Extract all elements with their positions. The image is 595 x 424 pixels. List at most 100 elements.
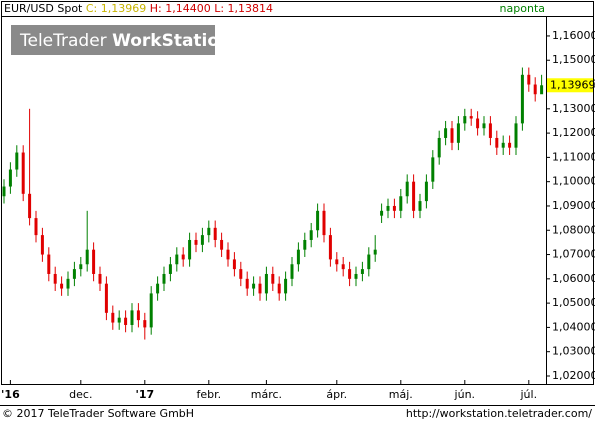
- candle-body: [220, 239, 224, 250]
- candle-body: [264, 273, 268, 294]
- x-tick-label: júl.: [520, 388, 538, 401]
- candle-body: [60, 283, 64, 289]
- x-tick-label: jún.: [454, 388, 476, 401]
- candle-body: [162, 273, 166, 284]
- candle-body: [373, 249, 377, 255]
- candle-body: [79, 264, 83, 270]
- candle-body: [8, 169, 12, 187]
- candle-body: [34, 218, 38, 236]
- period: naponta: [500, 2, 545, 15]
- candle-body: [533, 84, 537, 95]
- candle-body: [341, 264, 345, 270]
- x-tick-label: márc.: [251, 388, 282, 401]
- candle-body: [514, 123, 518, 148]
- candle-body: [488, 123, 492, 138]
- close-value: C: 1,13969: [86, 2, 146, 15]
- candle-body: [2, 186, 6, 197]
- x-tick-label: febr.: [196, 388, 221, 401]
- candle-body: [277, 283, 281, 294]
- candle-body: [200, 235, 204, 245]
- candle-body: [47, 254, 51, 274]
- candle-body: [21, 152, 25, 194]
- candle-body: [72, 269, 76, 279]
- candle-body: [124, 317, 128, 325]
- candle-body: [322, 210, 326, 236]
- candle-body: [469, 116, 473, 119]
- candle-body: [424, 181, 428, 202]
- x-tick-label: '16: [1, 388, 20, 401]
- y-tick-label: 1,16000: [552, 29, 595, 42]
- candle-body: [181, 254, 185, 260]
- candle-body: [156, 283, 160, 294]
- y-tick-label: 1,09000: [552, 199, 595, 212]
- x-tick-label: ápr.: [326, 388, 347, 401]
- y-tick-label: 1,05000: [552, 296, 595, 309]
- candle-body: [392, 205, 396, 211]
- candle-body: [98, 273, 102, 284]
- candle-body: [309, 230, 313, 240]
- candle-body: [188, 239, 192, 260]
- candle-body: [335, 259, 339, 265]
- candle-body: [232, 259, 236, 270]
- candle-body: [53, 273, 57, 284]
- candle-body: [104, 283, 108, 313]
- candle-body: [143, 320, 147, 328]
- y-tick-label: 1,07000: [552, 248, 595, 261]
- copyright: © 2017 TeleTrader Software GmbH: [2, 407, 194, 420]
- logo: TeleTrader WorkStation: [19, 31, 231, 51]
- y-tick-label: 1,04000: [552, 320, 595, 333]
- high-value: H: 1,14400: [150, 2, 211, 15]
- candle-body: [380, 210, 384, 216]
- axis-frame: [546, 16, 594, 385]
- candle-body: [476, 118, 480, 129]
- candle-body: [399, 196, 403, 211]
- candle-body: [303, 239, 307, 250]
- candle-body: [386, 205, 390, 211]
- candle-body: [456, 123, 460, 143]
- candle-body: [40, 235, 44, 255]
- candle-body: [290, 264, 294, 279]
- candle-body: [149, 293, 153, 328]
- y-tick-label: 1,10000: [552, 175, 595, 188]
- candle-body: [66, 278, 70, 289]
- candle-body: [245, 278, 249, 289]
- candle-body: [431, 157, 435, 182]
- candle-body: [194, 239, 198, 245]
- candle-body: [360, 269, 364, 274]
- candle-body: [540, 85, 544, 95]
- candle-body: [117, 317, 121, 323]
- candle-body: [213, 227, 217, 240]
- x-tick-label: dec.: [69, 388, 92, 401]
- candle-body: [482, 123, 486, 129]
- candle-body: [501, 142, 505, 148]
- candle-body: [28, 193, 32, 219]
- candle-body: [15, 152, 19, 170]
- x-tick-label: máj.: [389, 388, 413, 401]
- y-tick-label: 1,12000: [552, 126, 595, 139]
- candle-body: [412, 181, 416, 211]
- y-tick-label: 1,08000: [552, 223, 595, 236]
- x-tick-label: '17: [135, 388, 154, 401]
- candle-body: [405, 181, 409, 197]
- y-tick-label: 1,06000: [552, 272, 595, 285]
- header: EUR/USD Spot C: 1,13969 H: 1,14400 L: 1,…: [4, 2, 273, 15]
- candle-body: [328, 235, 332, 260]
- last-price-tag: [547, 78, 593, 93]
- candle-body: [136, 310, 140, 321]
- candle-body: [354, 273, 358, 279]
- url: http://workstation.teletrader.com/: [406, 407, 592, 420]
- candle-body: [271, 273, 275, 284]
- candle-body: [437, 137, 441, 158]
- candle-body: [296, 249, 300, 265]
- candle-body: [168, 264, 172, 274]
- candle-body: [450, 128, 454, 143]
- logo-product: WorkStation: [112, 31, 231, 51]
- candle-body: [348, 269, 352, 279]
- y-tick-label: 1,15000: [552, 53, 595, 66]
- candle-body: [444, 128, 448, 138]
- candle-body: [527, 74, 531, 85]
- candle-body: [175, 254, 179, 265]
- candle-body: [463, 116, 467, 124]
